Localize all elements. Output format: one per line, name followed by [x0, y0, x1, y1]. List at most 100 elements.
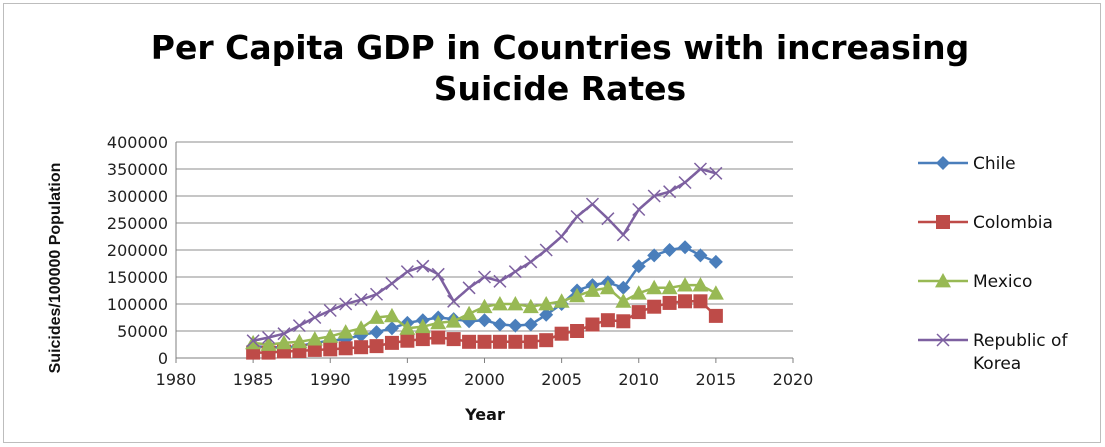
- legend-item-colombia: Colombia: [918, 213, 1053, 233]
- data-point-mexico: [553, 293, 570, 308]
- legend-label: Republic of: [973, 331, 1068, 351]
- data-point-republic-of-korea: [400, 265, 414, 279]
- x-tick-label: 2005: [541, 370, 582, 389]
- x-marker-stroke: [709, 166, 723, 180]
- data-point-republic-of-korea: [647, 189, 661, 203]
- data-point-colombia: [369, 339, 384, 354]
- data-point-republic-of-korea: [616, 228, 630, 242]
- x-marker-stroke: [936, 333, 950, 347]
- data-point-mexico: [353, 320, 370, 335]
- x-marker-stroke: [462, 281, 476, 295]
- data-point-colombia: [616, 314, 631, 329]
- data-point-colombia: [477, 334, 492, 349]
- data-point-mexico: [368, 309, 385, 324]
- legend-item-republic-of-korea: Republic of Korea: [918, 331, 1068, 374]
- x-marker-stroke: [447, 294, 461, 308]
- data-point-republic-of-korea: [663, 185, 677, 199]
- data-point-republic-of-korea: [385, 276, 399, 291]
- data-point-chile: [492, 317, 507, 332]
- x-marker-stroke: [369, 287, 384, 301]
- chart-frame: [3, 3, 1101, 443]
- data-point-republic-of-korea: [431, 267, 445, 281]
- data-point-mexico: [430, 314, 447, 330]
- data-point-chile: [678, 240, 693, 255]
- legend-label: Chile: [973, 154, 1016, 174]
- x-tick-label: 2020: [773, 370, 814, 389]
- legend-marker: [936, 333, 950, 347]
- x-marker-stroke: [555, 229, 569, 244]
- data-point-mexico: [291, 333, 308, 349]
- x-tick-label: 2015: [696, 370, 737, 389]
- data-point-mexico: [445, 313, 462, 328]
- data-point-republic-of-korea: [246, 334, 260, 348]
- x-marker-stroke: [323, 303, 337, 318]
- data-point-republic-of-korea: [585, 197, 600, 211]
- x-tick-label: 1990: [310, 370, 351, 389]
- data-point-chile: [693, 248, 708, 263]
- data-point-colombia: [338, 341, 353, 356]
- data-point-colombia: [693, 294, 708, 309]
- data-point-colombia: [415, 332, 430, 347]
- legend-label: Colombia: [973, 213, 1053, 233]
- data-point-chile: [384, 321, 399, 336]
- data-point-colombia: [384, 335, 399, 350]
- data-point-mexico: [507, 296, 524, 311]
- data-point-republic-of-korea: [416, 259, 430, 273]
- data-point-republic-of-korea: [709, 166, 723, 180]
- data-point-mexico: [399, 320, 416, 335]
- data-point-republic-of-korea: [601, 212, 615, 226]
- data-point-chile: [662, 243, 677, 257]
- data-point-mexico: [661, 279, 678, 295]
- data-point-colombia: [354, 340, 369, 355]
- y-tick-label: 200000: [107, 241, 168, 260]
- data-point-mexico: [584, 282, 601, 297]
- legend-item-mexico: Mexico: [918, 272, 1032, 292]
- y-tick-label: 350000: [107, 160, 168, 179]
- data-point-mexico: [383, 307, 400, 323]
- data-point-chile: [508, 318, 523, 333]
- data-point-colombia: [431, 330, 446, 345]
- x-marker-stroke: [663, 185, 677, 199]
- data-point-mexico: [322, 328, 339, 343]
- data-point-republic-of-korea: [493, 274, 507, 288]
- data-point-republic-of-korea: [477, 270, 492, 284]
- data-point-mexico: [599, 279, 616, 295]
- x-marker-stroke: [632, 202, 646, 217]
- data-point-colombia: [631, 305, 646, 320]
- series-plot-area: [245, 162, 724, 360]
- y-tick-label: 150000: [107, 268, 168, 287]
- x-marker-stroke: [493, 274, 507, 288]
- x-marker-stroke: [354, 293, 368, 307]
- x-marker-stroke: [339, 297, 353, 311]
- y-tick-label: 300000: [107, 187, 168, 206]
- x-marker-stroke: [647, 189, 661, 203]
- x-marker-stroke: [678, 175, 692, 190]
- data-point-mexico: [677, 277, 694, 292]
- data-point-chile: [523, 317, 538, 332]
- x-marker-stroke: [508, 265, 522, 279]
- data-point-mexico: [569, 287, 586, 303]
- legend-item-chile: Chile: [918, 154, 1016, 174]
- data-point-republic-of-korea: [524, 255, 538, 269]
- series-line-chile: [253, 246, 717, 349]
- data-point-colombia: [307, 342, 322, 357]
- x-marker-stroke: [308, 310, 322, 325]
- legend-marker: [935, 273, 951, 288]
- x-marker-stroke: [400, 265, 414, 279]
- data-point-colombia: [554, 326, 569, 341]
- axes: 0 50000 100000 150000 200000 250000 300000 3500…: [107, 133, 813, 389]
- data-point-mexico: [337, 324, 354, 339]
- x-marker-stroke: [262, 330, 276, 345]
- data-point-republic-of-korea: [308, 310, 322, 325]
- y-tick-label: 250000: [107, 214, 168, 233]
- x-marker-stroke: [616, 228, 630, 242]
- data-point-republic-of-korea: [508, 265, 522, 279]
- data-point-mexico: [646, 279, 663, 295]
- x-marker-stroke: [539, 243, 553, 257]
- data-point-mexico: [476, 298, 493, 314]
- x-marker-stroke: [524, 255, 538, 269]
- data-point-republic-of-korea: [262, 330, 276, 345]
- x-marker-stroke: [431, 267, 445, 281]
- data-point-colombia: [462, 334, 477, 349]
- data-point-colombia: [446, 332, 461, 347]
